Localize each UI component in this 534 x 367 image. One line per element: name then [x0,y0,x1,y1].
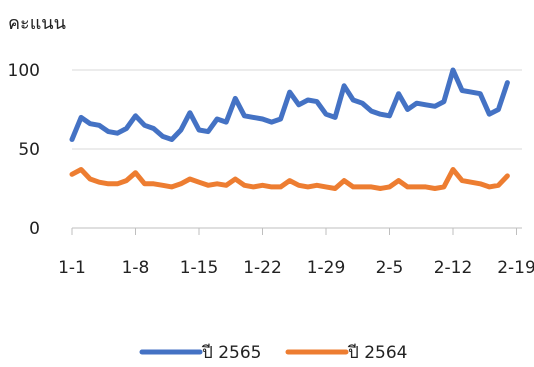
y-axis-title: คะแนน [8,8,66,37]
x-tick-label: 1-29 [307,258,346,278]
legend-label-1: ปี 2565 [201,343,261,363]
x-tick-label: 2-12 [434,258,473,278]
x-tick-label: 2-5 [376,258,404,278]
x-tick-label: 1-1 [58,258,86,278]
series-line-2 [72,170,507,189]
y-tick-label: 100 [8,61,40,81]
series-line-1 [72,70,507,140]
x-tick-label: 2-19 [497,258,534,278]
x-tick-label: 1-8 [122,258,150,278]
y-tick-label: 0 [29,219,40,239]
x-tick-label: 1-15 [180,258,219,278]
y-tick-label: 50 [18,140,40,160]
x-tick-label: 1-22 [243,258,282,278]
legend-label-2: ปี 2564 [347,343,407,363]
